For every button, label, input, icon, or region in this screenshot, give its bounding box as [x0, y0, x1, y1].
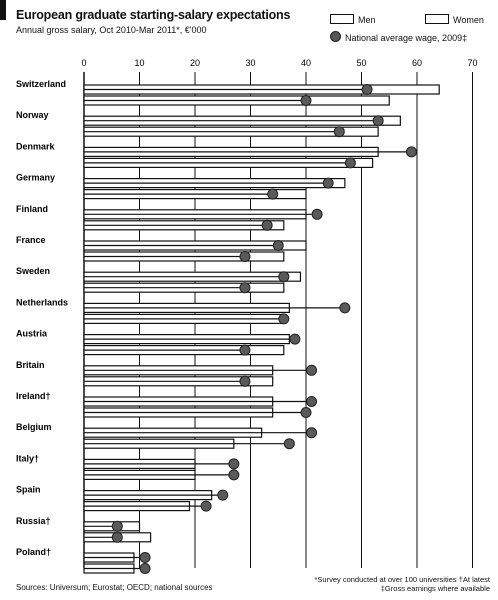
- wage-dot-men: [217, 489, 229, 501]
- category-label: Ireland†: [16, 391, 51, 401]
- wage-dot-men: [311, 208, 323, 220]
- wage-dot-women: [239, 251, 251, 262]
- legend-women-label: Women: [453, 15, 484, 25]
- category-label: Germany: [16, 173, 55, 183]
- footnotes: *Survey conducted at over 100 universiti…: [314, 575, 490, 593]
- wage-dot-men: [339, 302, 351, 314]
- wage-dot-men: [306, 427, 318, 439]
- wage-dot-men: [139, 552, 151, 563]
- category-label: Spain: [16, 485, 41, 495]
- footnote-line-1: *Survey conducted at over 100 universiti…: [314, 575, 490, 584]
- category-label: Britain: [16, 360, 45, 370]
- category-label: Denmark: [16, 141, 56, 151]
- legend-dot-label: National average wage, 2009‡: [345, 33, 468, 43]
- category-label: Sweden: [16, 266, 50, 276]
- category-label: Italy†: [16, 453, 39, 463]
- legend-dot-icon: [330, 31, 341, 42]
- wage-dot-men: [361, 84, 373, 95]
- x-tick-label: 0: [81, 58, 86, 68]
- category-label: Austria: [16, 329, 48, 339]
- wage-dot-women: [333, 126, 345, 138]
- category-label: Poland†: [16, 547, 51, 557]
- legend-women: Women: [425, 14, 484, 25]
- chart-title: European graduate starting-salary expect…: [16, 8, 291, 22]
- wage-dot-women: [239, 344, 251, 356]
- wage-dot-men: [228, 458, 240, 470]
- x-tick-label: 50: [356, 58, 366, 68]
- x-tick-label: 40: [301, 58, 311, 68]
- wage-dot-men: [372, 115, 384, 127]
- x-tick-label: 20: [190, 58, 200, 68]
- x-tick-label: 10: [134, 58, 144, 68]
- category-label: Netherlands: [16, 297, 68, 307]
- wage-dot-women: [239, 282, 251, 294]
- category-label: Belgium: [16, 422, 52, 432]
- legend-national-average: National average wage, 2009‡: [330, 31, 467, 43]
- x-tick-label: 60: [412, 58, 422, 68]
- legend-women-swatch: [425, 14, 449, 24]
- category-label: Switzerland: [16, 79, 66, 89]
- legend-men-swatch: [330, 14, 354, 24]
- wage-dot-women: [267, 188, 279, 200]
- wage-dot-women: [261, 219, 273, 231]
- corner-mark: [0, 0, 6, 20]
- wage-dot-men: [272, 240, 284, 251]
- x-tick-label: 70: [467, 58, 477, 68]
- wage-dot-women: [111, 531, 123, 543]
- wage-dot-women: [278, 313, 290, 325]
- category-label: Norway: [16, 110, 49, 120]
- wage-dot-men: [306, 396, 318, 407]
- wage-dot-women: [300, 407, 312, 418]
- wage-dot-women: [300, 95, 312, 106]
- legend-men: Men: [330, 14, 376, 25]
- category-label: Finland: [16, 204, 48, 214]
- wage-dot-women: [200, 500, 212, 512]
- wage-dot-women: [344, 157, 356, 169]
- category-label: France: [16, 235, 46, 245]
- wage-dot-women: [228, 469, 240, 481]
- wage-dot-men: [289, 333, 301, 345]
- wage-dot-women: [239, 375, 251, 387]
- wage-dot-men: [278, 271, 290, 283]
- category-label: Russia†: [16, 516, 51, 526]
- chart-subtitle: Annual gross salary, Oct 2010-Mar 2011*,…: [16, 25, 207, 35]
- wage-dot-women: [283, 438, 295, 450]
- wage-dot-men: [306, 364, 318, 376]
- wage-dot-men: [322, 177, 334, 189]
- x-tick-label: 30: [245, 58, 255, 68]
- wage-dot-men: [405, 146, 417, 158]
- source-note: Sources: Universum; Eurostat; OECD; nati…: [16, 583, 213, 592]
- wage-dot-women: [139, 563, 151, 574]
- legend-men-label: Men: [358, 15, 376, 25]
- wage-dot-men: [111, 520, 123, 532]
- footnote-line-2: ‡Gross earnings where available: [380, 584, 490, 593]
